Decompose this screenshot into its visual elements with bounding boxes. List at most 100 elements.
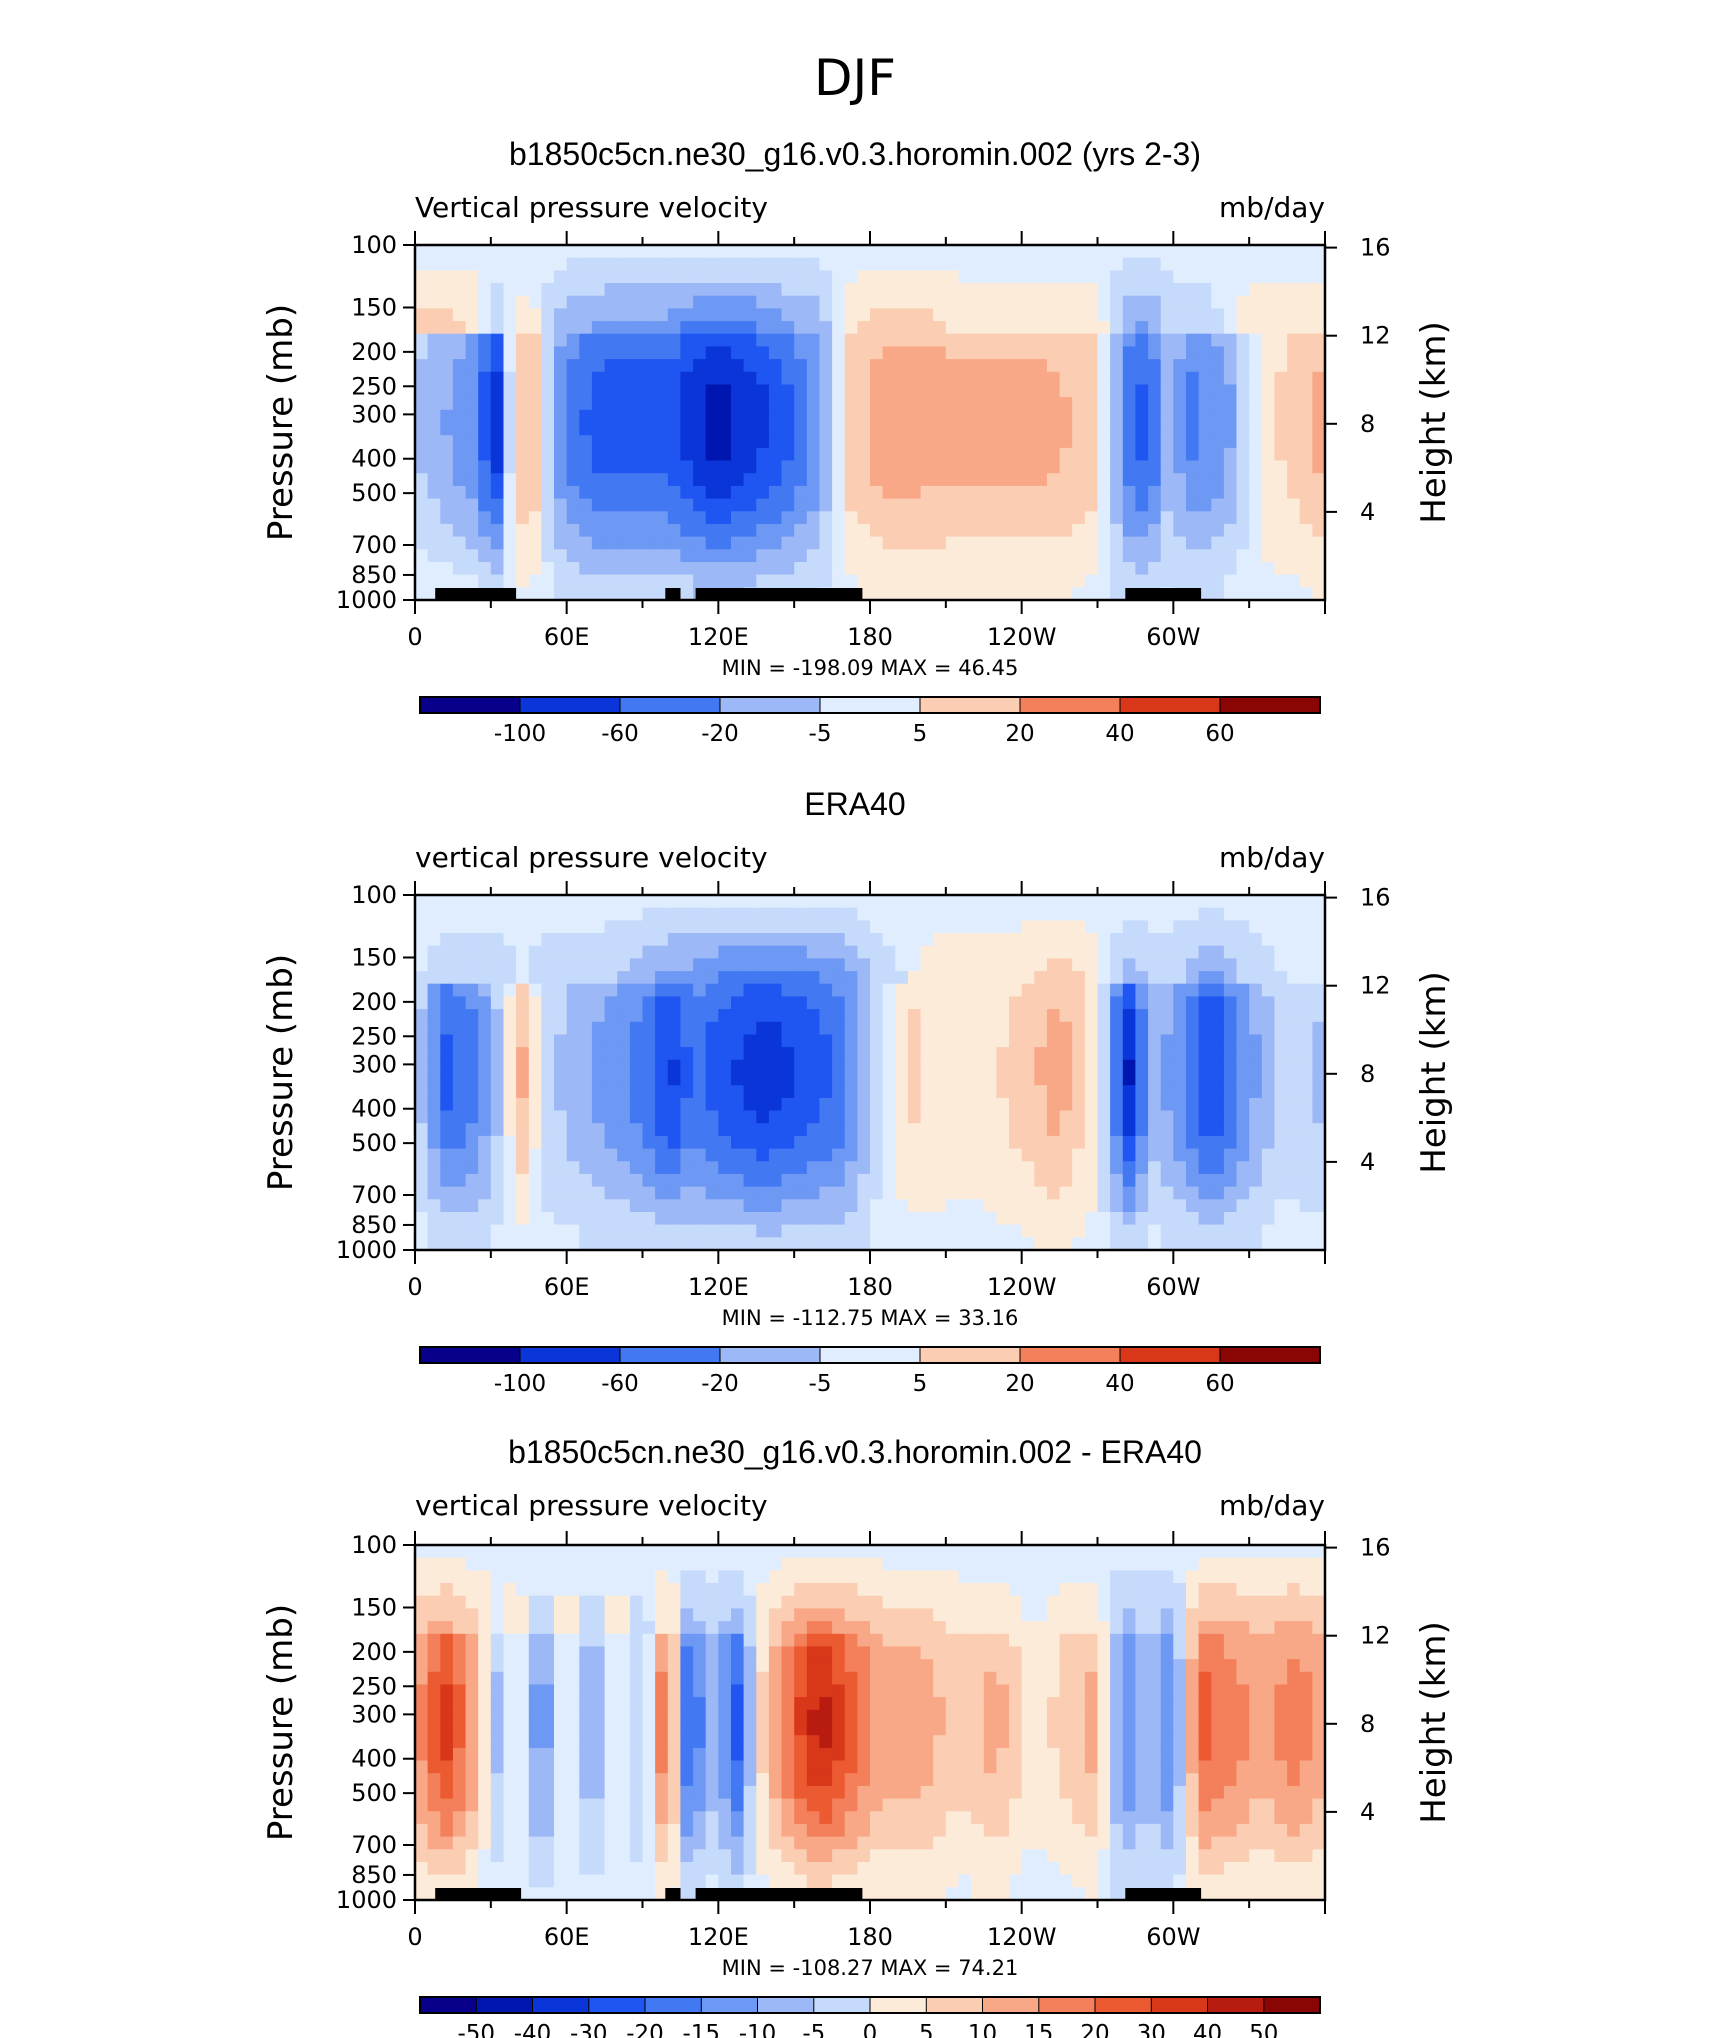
heatmap-cell [554,574,568,588]
heatmap-cell [642,1148,656,1162]
heatmap-cell [693,1583,707,1597]
heatmap-cell [1274,1148,1288,1162]
heatmap-cell [541,473,555,487]
heatmap-cell [1186,983,1200,997]
heatmap-cell [945,473,959,487]
heatmap-cell [1173,523,1187,538]
heatmap-cell [718,422,732,436]
heatmap-cell [933,1097,947,1112]
heatmap-cell [1072,1161,1086,1175]
heatmap-cell [566,574,580,588]
heatmap-cell [718,971,732,985]
heatmap-cell [1072,511,1086,525]
heatmap-cell [1135,447,1149,462]
heatmap-cell [1084,447,1099,462]
heatmap-cell [478,1709,492,1724]
heatmap-cell [756,1633,770,1648]
heatmap-cell [996,308,1010,322]
heatmap-cell [857,536,871,550]
heatmap-cell [1287,1110,1301,1124]
heatmap-cell [516,1097,530,1112]
heatmap-cell [806,1186,820,1200]
heatmap-cell [680,511,694,525]
heatmap-cell [882,1148,896,1162]
heatmap-cell [895,536,909,550]
heatmap-cell [996,1047,1010,1061]
heatmap-cell [1287,587,1301,601]
heatmap-cell [1236,435,1250,449]
heatmap-cell [667,983,681,997]
heatmap-cell [1097,587,1111,601]
heatmap-cell [705,1684,719,1698]
heatmap-cell [693,422,707,436]
heatmap-cell [1034,460,1048,474]
heatmap-cell [415,895,429,909]
heatmap-cell [566,1021,580,1036]
heatmap-cell [870,498,884,512]
heatmap-cell [415,920,429,934]
heatmap-cell [440,473,454,487]
heatmap-cell [629,1735,644,1749]
heatmap-cell [1198,295,1212,309]
heatmap-cell [832,422,846,436]
heatmap-cell [806,295,820,309]
heatmap-cell [1135,1237,1149,1251]
heatmap-cell [680,371,694,386]
heatmap-cell [617,397,631,411]
heatmap-cell [452,359,467,373]
heatmap-cell [1135,562,1149,576]
heatmap-cell [667,562,681,576]
heatmap-cell [781,270,795,284]
heatmap-cell [465,1212,479,1226]
heatmap-cell [768,422,783,436]
heatmap-cell [958,422,972,436]
heatmap-cell [528,523,542,538]
heatmap-cell [731,574,745,588]
heatmap-cell [604,1161,618,1175]
heatmap-cell [1072,498,1086,512]
heatmap-cell [718,1224,732,1238]
heatmap-cell [1097,257,1111,271]
heatmap-cell [895,1173,909,1188]
heatmap-cell [1135,1034,1149,1048]
heatmap-cell [629,1798,644,1812]
y-tick-label: 850 [351,1211,397,1239]
heatmap-field [415,245,1326,601]
heatmap-cell [743,295,757,309]
heatmap-cell [528,270,542,284]
heatmap-cell [604,1608,618,1622]
heatmap-cell [731,257,745,271]
heatmap-cell [1148,270,1162,284]
heatmap-cell [1223,1097,1238,1112]
heatmap-cell [541,523,555,538]
heatmap-cell [680,1224,694,1238]
heatmap-cell [591,295,606,309]
heatmap-cell [819,308,833,322]
heatmap-cell [1046,1123,1061,1137]
heatmap-cell [427,1760,441,1774]
colorbar-box [619,1346,721,1364]
heatmap-cell [1122,549,1136,563]
heatmap-cell [1135,371,1149,386]
heatmap-cell [617,308,631,322]
heatmap-cell [794,1097,808,1112]
heatmap-cell [958,1135,972,1150]
heatmap-cell [705,308,719,322]
heatmap-cell [971,435,985,449]
heatmap-cell [440,397,454,411]
heatmap-cell [895,485,909,500]
heatmap-cell [554,1199,568,1213]
heatmap-cell [1211,1148,1225,1162]
heatmap-cell [832,511,846,525]
heatmap-cell [756,983,770,997]
heatmap-cell [490,983,504,997]
heatmap-cell [958,1173,972,1188]
heatmap-cell [566,933,580,947]
heatmap-cell [794,333,808,347]
heatmap-cell [680,295,694,309]
heatmap-cell [503,996,517,1010]
heatmap-cell [452,895,467,909]
heatmap-cell [1173,1135,1187,1150]
heatmap-cell [579,1684,593,1698]
heatmap-cell [579,1557,593,1571]
